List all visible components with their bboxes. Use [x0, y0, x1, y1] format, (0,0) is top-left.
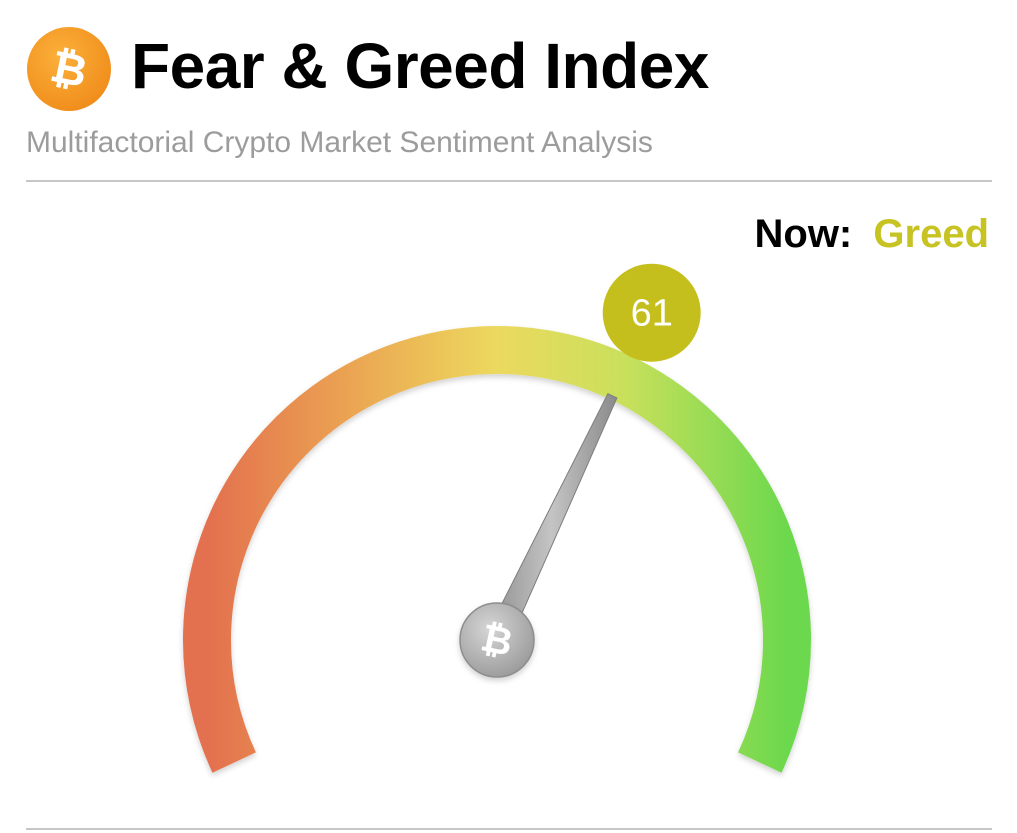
divider-bottom — [26, 828, 992, 830]
gauge-value-badge: 61 — [602, 263, 701, 362]
now-sentiment-value: Greed — [873, 212, 989, 256]
gauge-value-label: 61 — [631, 293, 673, 335]
gauge-arc — [183, 326, 811, 773]
bitcoin-hub-icon: ₿ — [459, 602, 535, 678]
now-status: Now: Greed — [755, 214, 990, 254]
page-subtitle: Multifactorial Crypto Market Sentiment A… — [26, 126, 653, 159]
header: ₿ Fear & Greed Index Multifactorial Cryp… — [26, 26, 991, 186]
bitcoin-logo-icon: ₿ — [26, 26, 112, 112]
page-title: Fear & Greed Index — [131, 30, 709, 102]
now-label: Now: — [754, 212, 853, 256]
divider-top — [26, 180, 992, 182]
